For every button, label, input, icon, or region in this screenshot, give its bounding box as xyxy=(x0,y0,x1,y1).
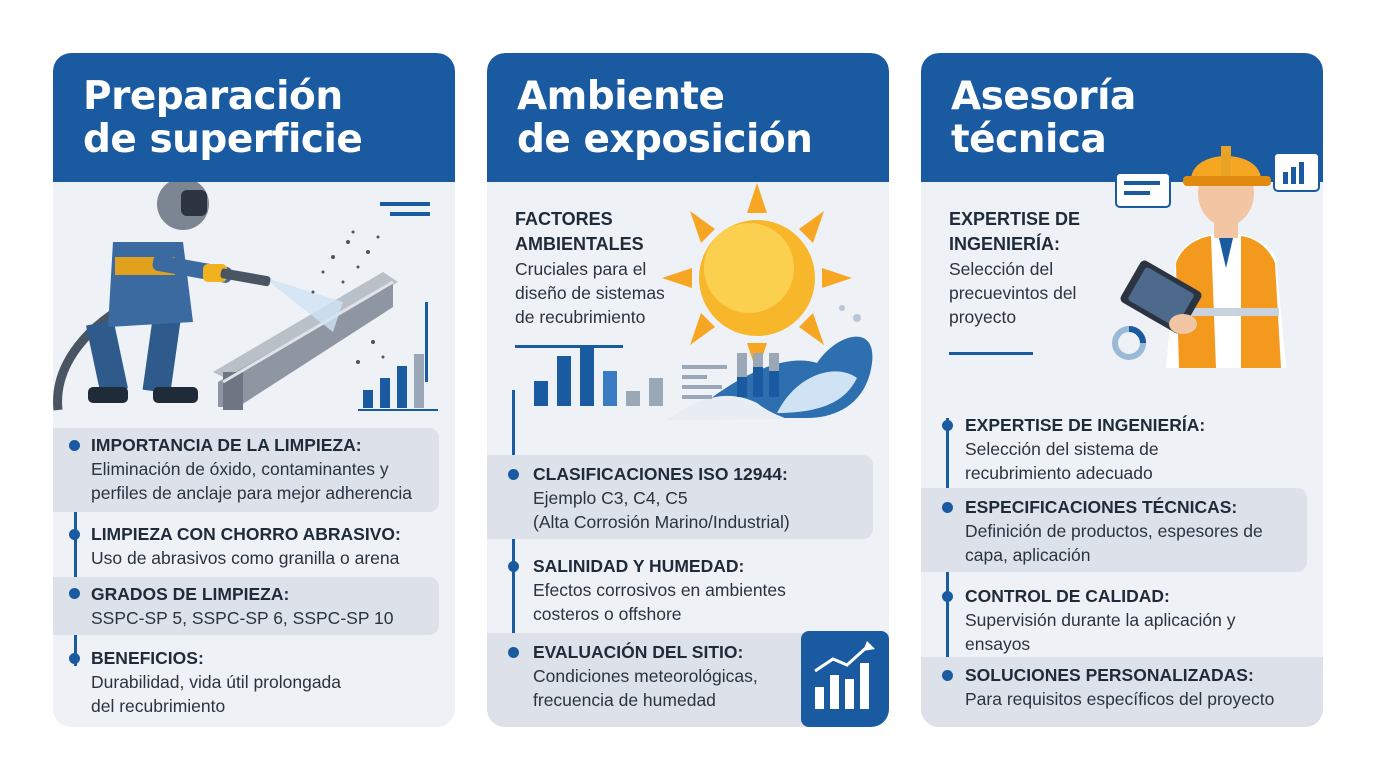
item-text: Durabilidad, vida útil prolongada xyxy=(91,672,342,692)
bar-chart-icon xyxy=(534,345,663,406)
bullet-dot xyxy=(508,469,519,480)
engineer-illustration xyxy=(1112,146,1320,368)
item-text: Definición de productos, espesores de xyxy=(965,521,1263,541)
bullet-dot xyxy=(942,420,953,431)
intro-text: precuevintos del xyxy=(949,283,1077,303)
item-title: CLASIFICACIONES ISO 12944: xyxy=(533,464,788,484)
card-header: Preparación de superficie xyxy=(53,53,455,182)
list-item: CLASIFICACIONES ISO 12944: Ejemplo C3, C… xyxy=(487,455,873,539)
divider xyxy=(949,352,1033,355)
intro-title: EXPERTISE DE xyxy=(949,209,1081,229)
list-item: SOLUCIONES PERSONALIZADAS: Para requisit… xyxy=(921,657,1323,727)
item-text: Supervisión durante la aplicación y xyxy=(965,610,1236,630)
item-title: EVALUACIÓN DEL SITIO: xyxy=(533,642,744,662)
sandblaster-worker-illustration xyxy=(53,182,438,411)
bar-chart-icon xyxy=(358,354,438,411)
item-text: recubrimiento adecuado xyxy=(965,463,1153,483)
card-header: Ambiente de exposición xyxy=(487,53,889,182)
environment-illustration xyxy=(534,183,873,420)
item-text: Ejemplo C3, C4, C5 xyxy=(533,488,688,508)
item-text: perfiles de anclaje para mejor adherenci… xyxy=(91,483,413,503)
bullet-dot xyxy=(69,440,80,451)
list-item: GRADOS DE LIMPIEZA: SSPC-SP 5, SSPC-SP 6… xyxy=(53,577,439,635)
intro-title: INGENIERÍA: xyxy=(949,234,1061,254)
item-text: Uso de abrasivos como granilla o arena xyxy=(91,548,400,568)
item-text: frecuencia de humedad xyxy=(533,690,716,710)
item-title: CONTROL DE CALIDAD: xyxy=(965,586,1170,606)
item-title: IMPORTANCIA DE LA LIMPIEZA: xyxy=(91,435,362,455)
sun-icon xyxy=(662,183,852,373)
title-line: Asesoría xyxy=(951,74,1136,119)
bullet-dot xyxy=(69,588,80,599)
intro-text: Selección del xyxy=(949,259,1054,279)
item-text: ensayos xyxy=(965,634,1031,654)
item-text: (Alta Corrosión Marino/Industrial) xyxy=(533,512,790,532)
speech-bubble-icon xyxy=(1115,152,1320,208)
list-item: BENEFICIOS: Durabilidad, vida útil prolo… xyxy=(53,645,455,716)
card-exposure-environment: Ambiente de exposición xyxy=(487,53,889,727)
item-title: SALINIDAD Y HUMEDAD: xyxy=(533,556,745,576)
intro-text: Cruciales para el xyxy=(515,259,647,279)
list-item: IMPORTANCIA DE LA LIMPIEZA: Eliminación … xyxy=(53,428,439,512)
card-technical-advice: Asesoría técnica xyxy=(921,53,1323,727)
bullet-dot xyxy=(508,647,519,658)
bullet-dot xyxy=(508,561,519,572)
intro-text: de recubrimiento xyxy=(515,307,646,327)
card-title: Ambiente de exposición xyxy=(517,75,877,161)
item-text: costeros o offshore xyxy=(533,604,682,624)
item-title: ESPECIFICACIONES TÉCNICAS: xyxy=(965,497,1238,517)
intro-title: FACTORES xyxy=(515,209,613,229)
list-item: EXPERTISE DE INGENIERÍA: Selección del s… xyxy=(921,410,1323,484)
item-title: LIMPIEZA CON CHORRO ABRASIVO: xyxy=(91,524,401,544)
item-text: capa, aplicación xyxy=(965,545,1091,565)
item-text: Para requisitos específicos del proyecto xyxy=(965,689,1275,709)
item-title: BENEFICIOS: xyxy=(91,648,204,668)
timeline-line xyxy=(74,438,77,666)
card-header: Asesoría técnica xyxy=(921,53,1323,182)
title-line: de superficie xyxy=(83,117,363,162)
item-text: Eliminación de óxido, contaminantes y xyxy=(91,459,389,479)
bullet-dot xyxy=(942,670,953,681)
card-surface-preparation: Preparación de superficie xyxy=(53,53,455,727)
item-title: SOLUCIONES PERSONALIZADAS: xyxy=(965,665,1254,685)
intro-title: AMBIENTALES xyxy=(515,234,644,254)
card-title: Preparación de superficie xyxy=(83,75,443,161)
item-text: SSPC-SP 5, SSPC-SP 6, SSPC-SP 10 xyxy=(91,608,394,628)
list-item: SALINIDAD Y HUMEDAD: Efectos corrosivos … xyxy=(487,549,889,624)
item-text: Condiciones meteorológicas, xyxy=(533,666,758,686)
trend-chart-icon xyxy=(801,631,889,727)
bullet-dot xyxy=(69,653,80,664)
intro-block: FACTORES AMBIENTALES Cruciales para el d… xyxy=(515,207,725,329)
bullet-dot xyxy=(942,591,953,602)
list-item: LIMPIEZA CON CHORRO ABRASIVO: Uso de abr… xyxy=(53,518,455,574)
item-title: GRADOS DE LIMPIEZA: xyxy=(91,584,290,604)
title-line: Preparación xyxy=(83,74,343,119)
item-text: Efectos corrosivos en ambientes xyxy=(533,580,786,600)
intro-text: proyecto xyxy=(949,307,1017,327)
title-line: Ambiente xyxy=(517,74,725,119)
divider xyxy=(515,345,623,348)
wave-icon xyxy=(667,305,873,420)
intro-block: EXPERTISE DE INGENIERÍA: Selección del p… xyxy=(949,207,1159,329)
title-line: de exposición xyxy=(517,117,813,162)
card-title: Asesoría técnica xyxy=(951,75,1311,161)
item-title: EXPERTISE DE INGENIERÍA: xyxy=(965,415,1206,435)
pie-chart-icon xyxy=(1112,326,1146,360)
item-text: del recubrimiento xyxy=(91,696,226,716)
bullet-dot xyxy=(942,502,953,513)
list-item: CONTROL DE CALIDAD: Supervisión durante … xyxy=(921,581,1323,655)
item-text: Selección del sistema de xyxy=(965,439,1159,459)
intro-text: diseño de sistemas xyxy=(515,283,665,303)
bullet-dot xyxy=(69,529,80,540)
title-line: técnica xyxy=(951,117,1107,162)
list-item: ESPECIFICACIONES TÉCNICAS: Definición de… xyxy=(921,488,1307,572)
